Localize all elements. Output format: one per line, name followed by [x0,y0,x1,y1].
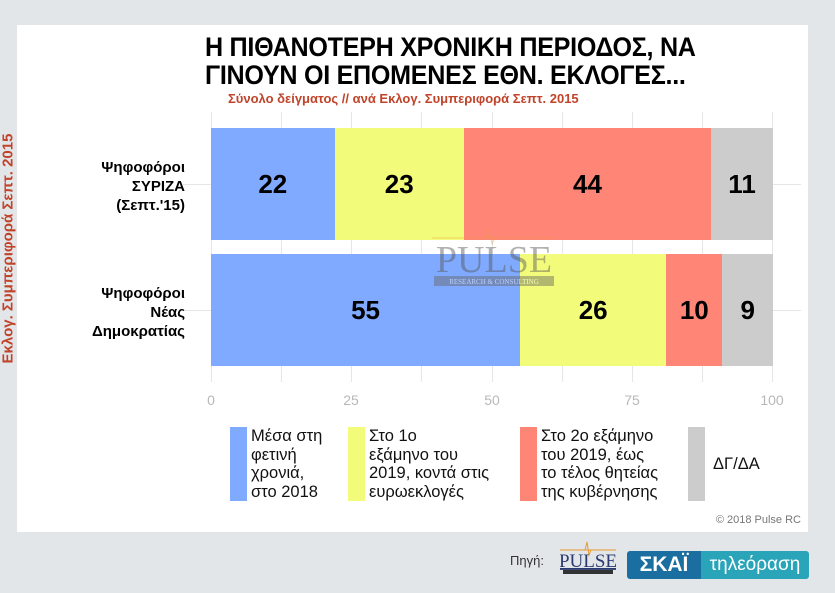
category-line: (Σεπτ.'15) [116,197,185,214]
gridline [562,112,563,382]
gridline [702,112,703,382]
skai-tv-logo: ΣΚΑΪ τηλεόραση [627,551,809,579]
svg-text:RESEARCH & CONSULTING: RESEARCH & CONSULTING [449,278,539,286]
gridline [281,112,282,382]
chart-title: Η ΠΙΘΑΝΟΤΕΡΗ ΧΡΟΝΙΚΗ ΠΕΡΙΟΔΟΣ, ΝΑ ΓΙΝΟΥΝ… [205,33,763,89]
copyright: © 2018 Pulse RC [715,514,801,526]
source-label: Πηγή: [510,553,544,568]
gridline [772,112,773,382]
chart-subtitle: Σύνολο δείγματος // ανά Εκλογ. Συμπεριφο… [228,91,579,106]
pulse-watermark-logo: PULSE RESEARCH & CONSULTING [432,228,556,286]
legend-swatch [520,427,537,501]
segment-h2-2019: 10 [666,254,723,366]
svg-text:PULSE: PULSE [436,239,552,281]
category-label-nd: Ψηφοφόροι Νέας Δημοκρατίας [15,284,185,341]
legend-label: Στο 2ο εξάμηνο του 2019, έως το τέλος θητε… [541,427,659,501]
svg-text:PULSE: PULSE [560,551,616,572]
segment-h1-2019: 23 [334,128,464,240]
category-label-syriza: Ψηφοφόροι ΣΥΡΙΖΑ (Σεπτ.'15) [15,158,185,215]
segment-2018: 22 [211,128,335,240]
segment-h1-2019: 26 [520,254,667,366]
legend-item-2018: Μέσα στη φετινή χρονιά, στο 2018 [230,427,342,501]
plot-area: 22 23 44 11 55 26 10 9 [183,112,801,382]
category-line: Δημοκρατίας [91,323,185,340]
x-tick: 0 [207,392,215,408]
category-line: ΣΥΡΙΖΑ [131,178,185,195]
legend-item-h1-2019: Στο 1ο εξάμηνο του 2019, κοντά στις ευρωεκλ… [348,427,514,501]
gridline [492,112,493,382]
y-axis-label: Εκλογ. Συμπεριφορά Σεπτ. 2015 [0,133,17,364]
legend-swatch [688,427,705,501]
gridline [211,112,212,382]
category-line: Νέας [150,304,185,321]
legend-item-h2-2019: Στο 2ο εξάμηνο του 2019, έως το τέλος θητε… [520,427,682,501]
gridline [421,112,422,382]
segment-h2-2019: 44 [463,128,712,240]
x-tick: 75 [624,392,640,408]
legend: Μέσα στη φετινή χρονιά, στο 2018 Στο 1ο εξάμ… [230,427,766,501]
legend-label: Στο 1ο εξάμηνο του 2019, κοντά στις ευρωεκλ… [369,427,490,501]
title-line-2: ΓΙΝΟΥΝ ΟΙ ΕΠΟΜΕΝΕΣ ΕΘΝ. ΕΚΛΟΓΕΣ... [205,60,686,90]
segment-2018: 55 [211,254,521,366]
legend-label: Μέσα στη φετινή χρονιά, στο 2018 [251,427,323,501]
skai-brand: ΣΚΑΪ [627,551,701,579]
pulse-logo: PULSE [560,541,616,574]
category-line: Ψηφοφόροι [101,285,185,302]
legend-label: ΔΓ/ΔΑ [713,454,760,473]
category-line: Ψηφοφόροι [101,159,185,176]
x-tick: 50 [484,392,500,408]
legend-item-dk-na: ΔΓ/ΔΑ [688,427,760,501]
legend-swatch [230,427,247,501]
bar-syriza: 22 23 44 11 [211,128,773,240]
x-tick: 100 [760,392,784,408]
title-line-1: Η ΠΙΘΑΝΟΤΕΡΗ ΧΡΟΝΙΚΗ ΠΕΡΙΟΔΟΣ, ΝΑ [205,32,696,62]
segment-dk-na: 11 [711,128,773,240]
legend-swatch [348,427,365,501]
gridline [351,112,352,382]
x-tick: 25 [343,392,359,408]
gridline [632,112,633,382]
segment-dk-na: 9 [722,254,773,366]
bar-nd: 55 26 10 9 [211,254,773,366]
skai-tv-label: τηλεόραση [701,551,809,579]
